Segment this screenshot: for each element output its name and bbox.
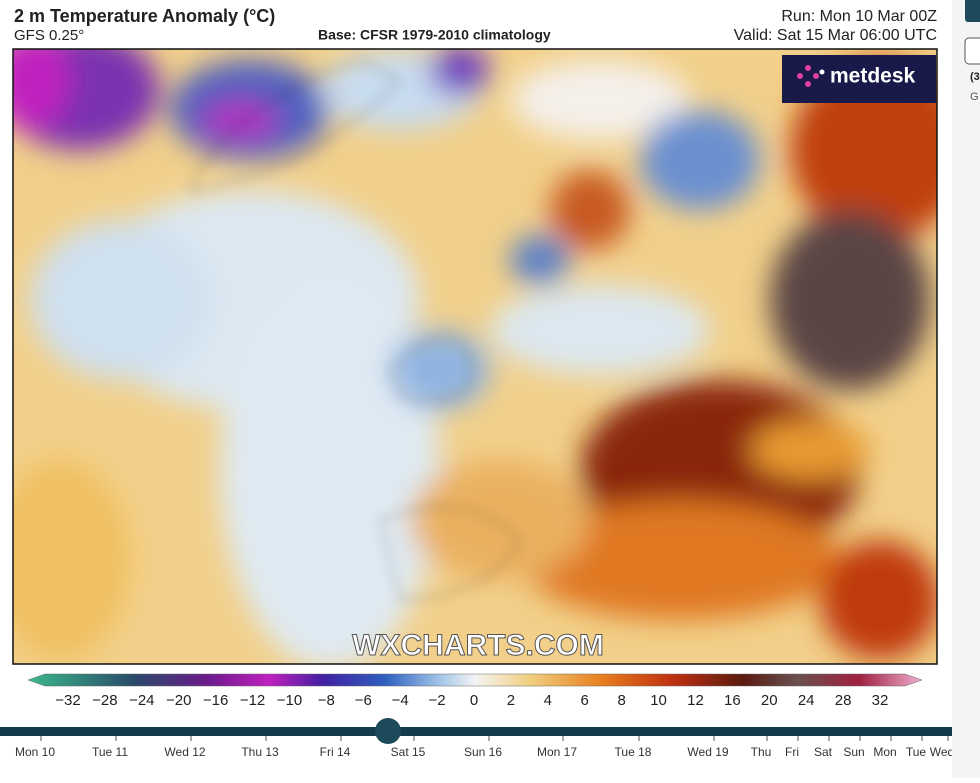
colorbar-label: −20: [166, 692, 191, 709]
timeline-days: Mon 10 Tue 11 Wed 12 Thu 13 Fri 14 Sat 15 Sun …: [15, 736, 954, 759]
timeline-day[interactable]: Thu: [751, 745, 772, 759]
timeline-day[interactable]: Fri: [785, 745, 799, 759]
colorbar-label: −8: [318, 692, 335, 709]
side-label: G: [970, 91, 979, 103]
timeline-day[interactable]: Tue 18: [615, 745, 652, 759]
side-button[interactable]: [965, 0, 980, 22]
timeline-day[interactable]: Tue 11: [92, 745, 128, 759]
colorbar-label: 12: [687, 692, 704, 709]
timeline-day[interactable]: Wed: [930, 745, 954, 759]
colorbar-label: 16: [724, 692, 741, 709]
colorbar-label: −4: [392, 692, 409, 709]
timeline-day[interactable]: Fri 14: [320, 745, 351, 759]
colorbar-label: 4: [544, 692, 552, 709]
timeline-handle[interactable]: [375, 718, 401, 744]
colorbar-label: −28: [92, 692, 117, 709]
logo-text: metdesk: [830, 65, 916, 88]
timeline-day[interactable]: Sat: [814, 745, 833, 759]
colorbar-label: 10: [650, 692, 667, 709]
valid-time: Valid: Sat 15 Mar 06:00 UTC: [734, 27, 937, 44]
watermark: WXCHARTS.COM: [352, 629, 604, 662]
colorbar-label: −16: [203, 692, 228, 709]
colorbar-label: −24: [129, 692, 154, 709]
timeline-day[interactable]: Thu 13: [241, 745, 279, 759]
base: Base: CFSR 1979-2010 climatology: [318, 27, 551, 43]
side-box[interactable]: [964, 37, 980, 65]
map-frame: [12, 48, 938, 665]
side-label: (3: [970, 71, 980, 83]
colorbar-label: −6: [355, 692, 372, 709]
model: GFS 0.25°: [14, 27, 84, 44]
colorbar: [27, 673, 923, 687]
colorbar-label: −12: [240, 692, 265, 709]
timeline-day[interactable]: Wed 12: [164, 745, 205, 759]
side-panel: [952, 0, 980, 778]
timeline-day[interactable]: Mon 17: [537, 745, 577, 759]
logo-box: [782, 55, 936, 103]
colorbar-label: −2: [429, 692, 446, 709]
timeline-day[interactable]: Mon 10: [15, 745, 55, 759]
title: 2 m Temperature Anomaly (°C): [14, 6, 275, 26]
colorbar-label: 0: [470, 692, 478, 709]
colorbar-label: 8: [617, 692, 625, 709]
timeline-day[interactable]: Wed 19: [687, 745, 728, 759]
colorbar-label: 28: [835, 692, 852, 709]
timeline-day[interactable]: Sun: [843, 745, 864, 759]
run: Run: Mon 10 Mar 00Z: [781, 8, 937, 25]
timeline-day[interactable]: Tue: [906, 745, 927, 759]
timeline-day[interactable]: Mon: [873, 745, 896, 759]
colorbar-labels: −32 −28 −24 −20 −16 −12 −10 −8 −6 −4 −2 0 2 4 6 8 10 12 16…: [55, 692, 888, 709]
colorbar-label: −32: [55, 692, 80, 709]
logo-icon: [797, 65, 825, 87]
colorbar-label: 32: [872, 692, 889, 709]
timeline-day[interactable]: Sun 16: [464, 745, 502, 759]
colorbar-label: 6: [581, 692, 589, 709]
timeline-track[interactable]: [0, 727, 952, 736]
colorbar-label: 24: [798, 692, 815, 709]
colorbar-label: 2: [507, 692, 515, 709]
colorbar-label: 20: [761, 692, 778, 709]
map: [13, 49, 937, 664]
timeline-day[interactable]: Sat 15: [391, 745, 426, 759]
colorbar-label: −10: [277, 692, 302, 709]
